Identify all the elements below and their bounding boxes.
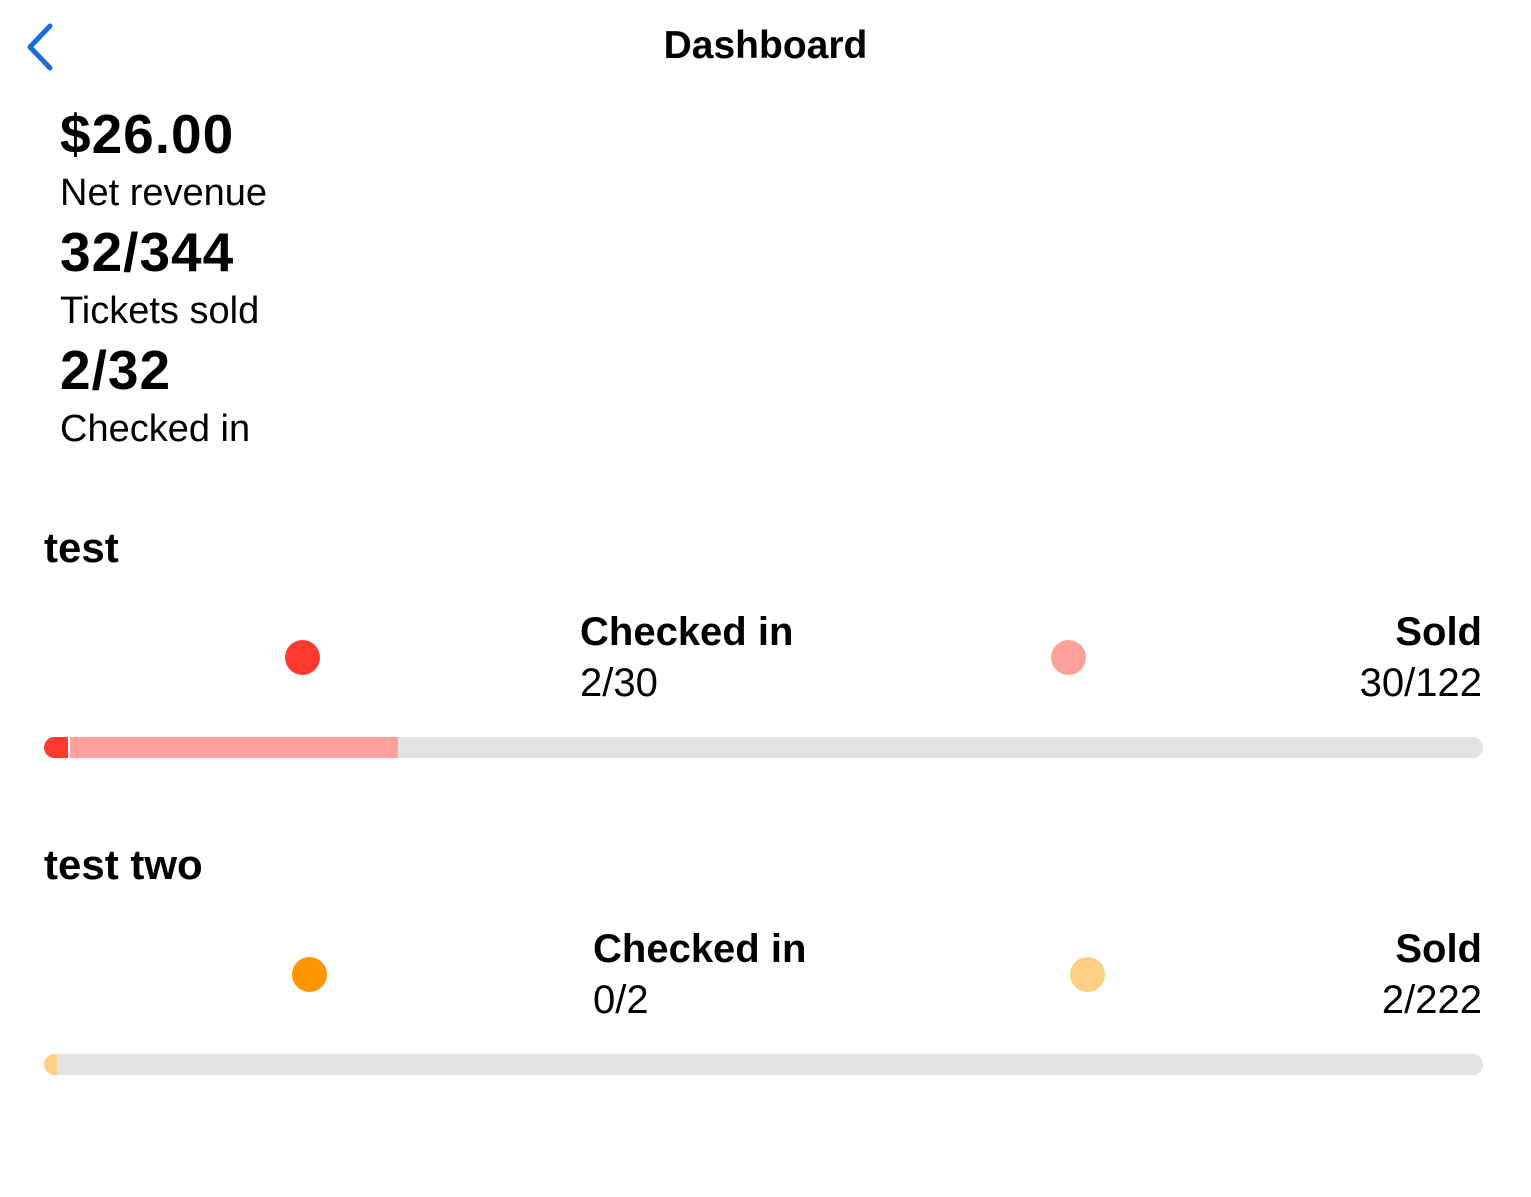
checked-in-stat: 2/32 Checked in: [60, 338, 660, 456]
event-card[interactable]: test Checked in 2/30 Sold 30/122: [44, 521, 1484, 781]
sold-title: Sold: [1395, 610, 1482, 654]
tickets-sold-value: 32/344: [60, 221, 235, 283]
checked-in-label: Checked in: [60, 408, 251, 450]
sold-metric: Sold 30/122: [1360, 607, 1482, 709]
checked-in-count: 0/2: [593, 978, 649, 1022]
event-name: test: [44, 524, 119, 571]
summary-stats: $26.00 Net revenue 32/344 Tickets sold 2…: [60, 102, 660, 456]
checked-in-segment: [44, 737, 70, 758]
sold-title: Sold: [1395, 927, 1482, 971]
sold-dot: [1051, 640, 1086, 675]
tickets-sold-stat: 32/344 Tickets sold: [60, 220, 660, 338]
sold-metric: Sold 2/222: [1382, 924, 1482, 1026]
tickets-sold-label: Tickets sold: [60, 290, 260, 332]
net-revenue-stat: $26.00 Net revenue: [60, 102, 660, 220]
progress-bar: [44, 737, 1483, 758]
progress-bar: [44, 1054, 1483, 1075]
net-revenue-value: $26.00: [60, 103, 235, 165]
sold-segment: [44, 1054, 57, 1075]
checked-in-metric: Checked in 0/2: [593, 924, 806, 1026]
navigation-bar: Dashboard: [0, 0, 1531, 92]
checked-in-dot: [285, 640, 320, 675]
chevron-left-icon: [27, 23, 53, 71]
checked-in-title: Checked in: [580, 610, 794, 654]
sold-segment: [44, 737, 398, 758]
event-card[interactable]: test two Checked in 0/2 Sold 2/222: [44, 838, 1484, 1098]
back-button[interactable]: [14, 20, 64, 74]
checked-in-value: 2/32: [60, 339, 172, 401]
checked-in-dot: [292, 957, 327, 992]
sold-count: 2/222: [1381, 978, 1482, 1022]
checked-in-count: 2/30: [580, 661, 658, 705]
event-name: test two: [44, 841, 203, 888]
checked-in-metric: Checked in 2/30: [580, 607, 793, 709]
page-title: Dashboard: [663, 24, 868, 67]
sold-dot: [1070, 957, 1105, 992]
net-revenue-label: Net revenue: [60, 172, 268, 214]
sold-count: 30/122: [1359, 661, 1482, 705]
checked-in-title: Checked in: [593, 927, 807, 971]
